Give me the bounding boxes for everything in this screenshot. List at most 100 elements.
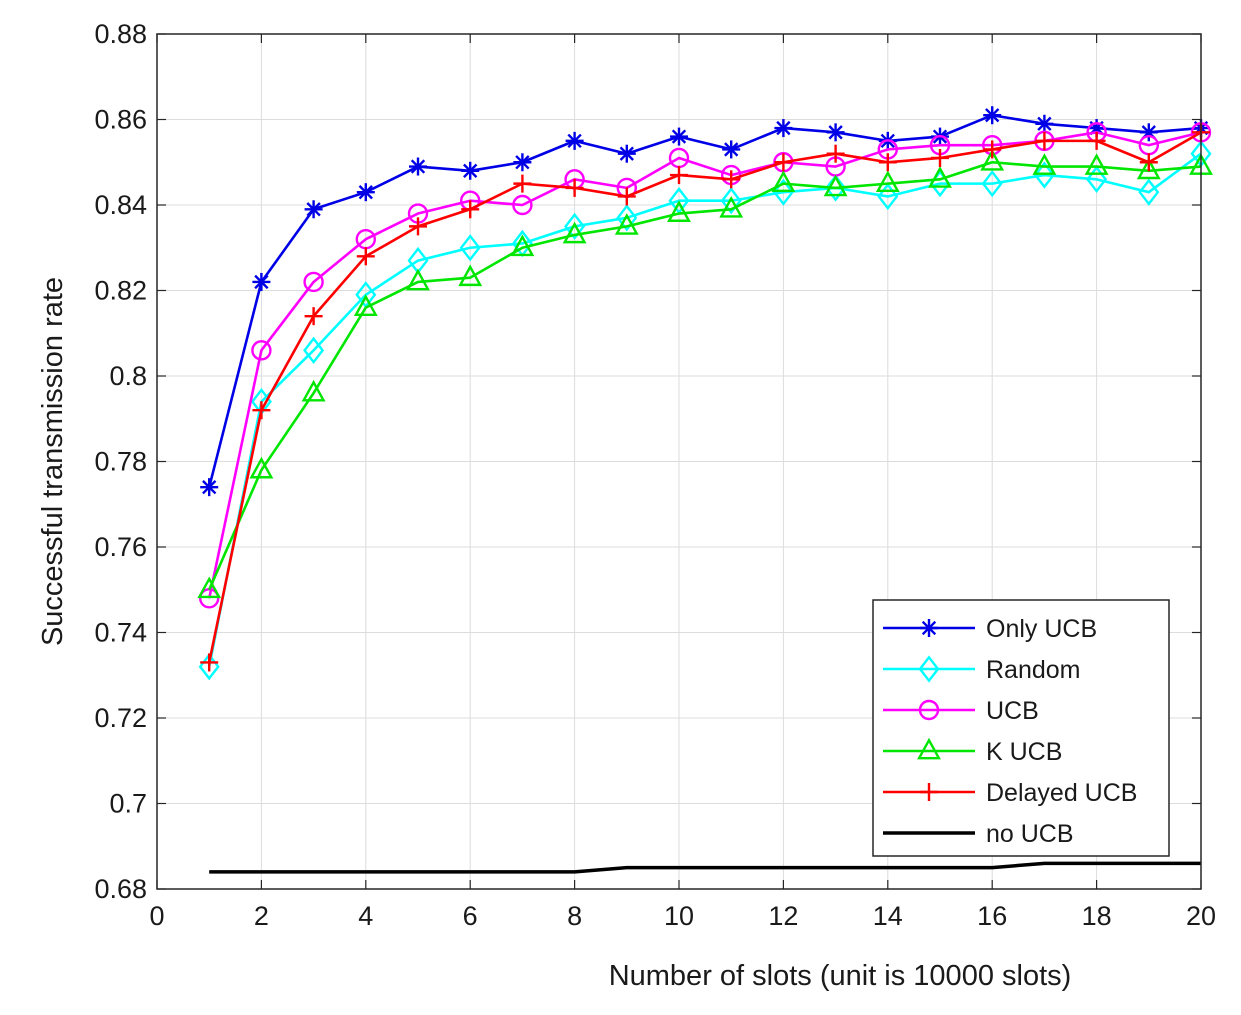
series-line-only-ucb: [207, 113, 1202, 488]
marker-stroke: [828, 125, 843, 140]
data-point-only-ucb: [461, 161, 480, 180]
data-point-k-ucb: [1084, 153, 1109, 175]
data-point-k-ucb: [353, 294, 378, 316]
y-tick-label: 0.8: [109, 361, 147, 391]
x-tick-label: 18: [1082, 901, 1112, 931]
data-point-random: [616, 204, 638, 232]
legend-item-k-ucb: K UCB: [883, 737, 1062, 766]
marker-stroke: [515, 155, 530, 170]
axis-ticks: [156, 33, 1202, 890]
data-point-only-ucb: [356, 183, 375, 202]
legend-label-k-ucb: K UCB: [986, 738, 1062, 766]
legend-label-only-ucb: Only UCB: [986, 615, 1097, 643]
data-point-random: [981, 169, 1003, 198]
data-point-delayed-ucb: [461, 200, 480, 219]
data-point-k-ucb: [823, 174, 848, 197]
data-point-random: [303, 336, 325, 365]
legend-box: [872, 599, 1170, 857]
data-point-delayed-ucb: [1087, 131, 1106, 150]
marker-stroke: [776, 120, 791, 136]
data-point-k-ucb: [249, 456, 274, 479]
legend-marker-delayed-ucb: [920, 783, 938, 801]
data-point-k-ucb: [719, 195, 744, 218]
x-tick-label: 0: [149, 901, 164, 931]
data-point-random: [1033, 161, 1055, 189]
data-point-random: [1138, 178, 1160, 206]
data-point-delayed-ucb: [670, 166, 688, 185]
marker-stroke: [410, 159, 426, 174]
data-point-delayed-ucb: [878, 153, 897, 172]
legend-item-no-ucb: no UCB: [883, 820, 1074, 848]
legend-label-ucb: UCB: [986, 697, 1039, 725]
data-point-delayed-ucb: [1035, 131, 1054, 150]
data-point-delayed-ucb: [774, 153, 793, 172]
data-point-only-ucb: [565, 131, 584, 150]
data-point-delayed-ucb: [983, 140, 1002, 159]
data-point-delayed-ucb: [826, 144, 845, 163]
data-point-delayed-ucb: [356, 247, 375, 266]
data-point-delayed-ucb: [409, 217, 427, 236]
data-point-only-ucb: [670, 127, 688, 146]
marker-stroke: [306, 202, 321, 217]
marker-stroke: [254, 274, 269, 290]
y-axis-title: Successful transmission rate: [37, 277, 69, 646]
y-axis-tick-labels: 0.68 0.7 0.72 0.74 0.76 0.78 0.8 0.82 0.84 0.86 0.…: [94, 19, 147, 904]
legend: Only UCB Random UCB K UCB Delayed UCB no UCB: [872, 599, 1170, 857]
legend-marker-only-ucb: [920, 619, 938, 637]
series-layer: [197, 106, 1213, 874]
data-point-delayed-ucb: [722, 170, 741, 189]
marker-stroke: [463, 163, 478, 178]
data-point-k-ucb: [510, 234, 535, 257]
x-tick-label: 14: [873, 901, 903, 931]
x-tick-label: 16: [977, 901, 1007, 931]
data-point-only-ucb: [617, 144, 636, 163]
marker-stroke: [202, 480, 217, 495]
series-random: [198, 140, 1212, 681]
x-tick-label: 10: [664, 901, 694, 931]
data-point-random: [1086, 165, 1108, 194]
data-point-k-ucb: [771, 170, 796, 193]
y-tick-label: 0.72: [94, 703, 147, 733]
legend-marker-random: [918, 655, 940, 683]
x-tick-label: 20: [1186, 901, 1216, 931]
data-point-k-ucb: [458, 264, 483, 287]
data-point-random: [877, 182, 899, 211]
legend-label-delayed-ucb: Delayed UCB: [986, 779, 1137, 807]
legend-marker-ucb: [918, 699, 940, 721]
data-point-only-ucb: [983, 106, 1002, 125]
x-tick-label: 2: [254, 901, 269, 931]
data-point-delayed-ucb: [513, 174, 532, 193]
data-point-only-ucb: [774, 119, 793, 138]
data-point-ucb: [251, 340, 272, 361]
data-point-delayed-ucb: [931, 148, 949, 167]
data-point-k-ucb: [928, 166, 952, 188]
marker-stroke: [724, 142, 739, 157]
x-tick-label: 8: [567, 901, 582, 931]
legend-item-random: Random: [883, 655, 1081, 684]
data-point-delayed-ucb: [617, 187, 636, 206]
data-point-delayed-ucb: [1139, 153, 1158, 172]
data-point-random: [772, 178, 794, 206]
data-point-k-ucb: [980, 148, 1005, 171]
marker-stroke: [358, 185, 373, 200]
legend-item-delayed-ucb: Delayed UCB: [883, 779, 1137, 807]
marker-stroke: [1037, 116, 1052, 131]
data-point-only-ucb: [304, 200, 323, 219]
data-point-k-ucb: [562, 221, 587, 244]
data-point-k-ucb: [1032, 153, 1057, 175]
legend-label-no-ucb: no UCB: [986, 820, 1074, 848]
series-k-ucb: [197, 148, 1213, 599]
y-tick-label: 0.7: [109, 789, 147, 819]
y-tick-label: 0.78: [94, 447, 147, 477]
series-delayed-ucb: [200, 123, 1210, 672]
x-axis-title: Number of slots (unit is 10000 slots): [609, 960, 1072, 992]
y-tick-label: 0.82: [94, 276, 147, 306]
x-axis-tick-labels: 0 2 4 6 8 10 12 14 16 18 20: [149, 901, 1216, 931]
y-tick-label: 0.88: [94, 19, 147, 49]
data-point-only-ucb: [826, 123, 845, 142]
legend-marker-k-ucb: [917, 737, 941, 760]
data-point-only-ucb: [1035, 114, 1054, 133]
data-point-only-ucb: [252, 272, 271, 291]
marker-stroke: [921, 620, 937, 636]
data-point-delayed-ucb: [304, 307, 323, 326]
